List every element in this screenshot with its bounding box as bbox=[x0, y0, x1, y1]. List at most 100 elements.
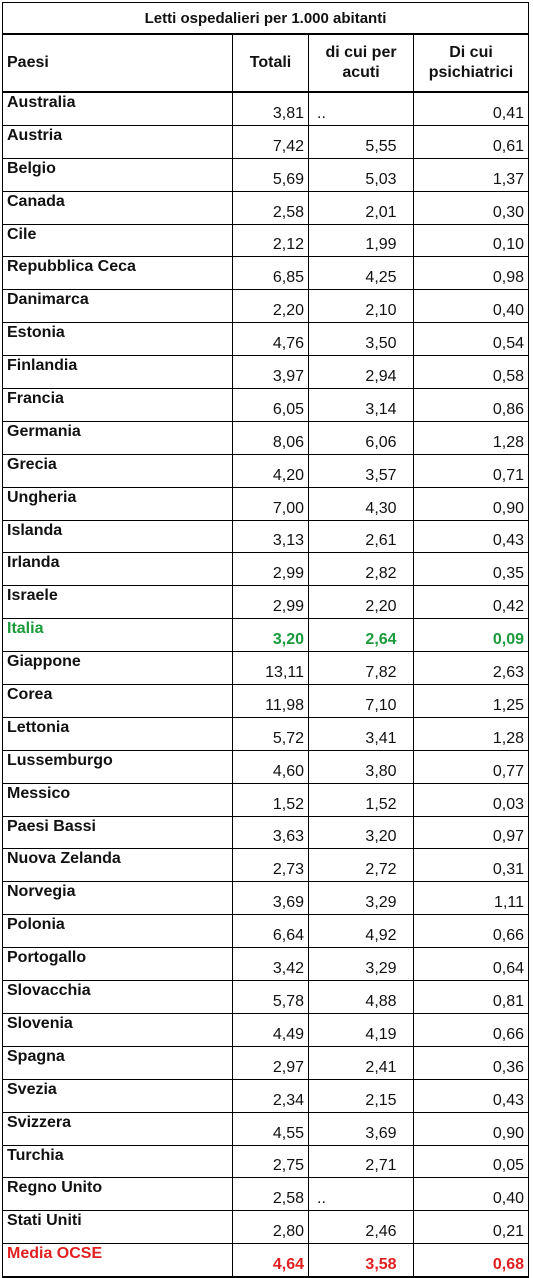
acuti-cell: .. bbox=[308, 1177, 414, 1212]
totali-cell: 5,69 bbox=[232, 157, 309, 192]
table-row: Corea 11,98 7,10 1,25 bbox=[2, 684, 529, 718]
totali-cell: 2,20 bbox=[232, 289, 309, 324]
table-row: Media OCSE 4,64 3,58 0,68 bbox=[2, 1243, 529, 1278]
acuti-cell: 2,01 bbox=[308, 190, 414, 225]
country-cell: Islanda bbox=[2, 519, 233, 554]
table-row: Italia 3,20 2,64 0,09 bbox=[2, 618, 529, 653]
country-cell: Corea bbox=[2, 684, 233, 718]
acuti-cell: 2,15 bbox=[308, 1078, 414, 1113]
totali-cell: 2,58 bbox=[232, 190, 309, 225]
country-cell: Ungheria bbox=[2, 486, 233, 521]
psichiatrici-cell: 0,90 bbox=[413, 1111, 529, 1146]
totali-cell: 11,98 bbox=[232, 684, 309, 718]
table-row: Cile 2,12 1,99 0,10 bbox=[2, 223, 529, 258]
table-row: Portogallo 3,42 3,29 0,64 bbox=[2, 947, 529, 982]
country-cell: Finlandia bbox=[2, 355, 233, 390]
country-cell: Francia bbox=[2, 388, 233, 422]
country-cell: Portogallo bbox=[2, 947, 233, 982]
acuti-cell: 5,03 bbox=[308, 157, 414, 192]
totali-cell: 8,06 bbox=[232, 420, 309, 455]
table-row: Nuova Zelanda 2,73 2,72 0,31 bbox=[2, 848, 529, 883]
totali-cell: 2,73 bbox=[232, 848, 309, 883]
totali-cell: 3,81 bbox=[232, 91, 309, 126]
psichiatrici-cell: 0,68 bbox=[413, 1243, 529, 1278]
totali-cell: 2,99 bbox=[232, 585, 309, 620]
totali-cell: 13,11 bbox=[232, 651, 309, 686]
country-cell: Estonia bbox=[2, 322, 233, 357]
acuti-cell: 2,82 bbox=[308, 552, 414, 587]
acuti-cell: 3,50 bbox=[308, 322, 414, 357]
totali-cell: 4,20 bbox=[232, 453, 309, 488]
country-cell: Belgio bbox=[2, 157, 233, 192]
totali-cell: 7,00 bbox=[232, 486, 309, 521]
totali-cell: 2,80 bbox=[232, 1210, 309, 1245]
totali-cell: 4,55 bbox=[232, 1111, 309, 1146]
psichiatrici-cell: 2,63 bbox=[413, 651, 529, 686]
header-psichiatrici: Di cui psichiatrici bbox=[413, 33, 529, 93]
totali-cell: 3,63 bbox=[232, 815, 309, 850]
table-row: Francia 6,05 3,14 0,86 bbox=[2, 388, 529, 422]
country-cell: Australia bbox=[2, 91, 233, 126]
totali-cell: 4,76 bbox=[232, 322, 309, 357]
totali-cell: 6,05 bbox=[232, 388, 309, 422]
table-row: Stati Uniti 2,80 2,46 0,21 bbox=[2, 1210, 529, 1245]
table-row: Repubblica Ceca 6,85 4,25 0,98 bbox=[2, 256, 529, 291]
country-cell: Austria bbox=[2, 124, 233, 159]
table-row: Islanda 3,13 2,61 0,43 bbox=[2, 519, 529, 554]
psichiatrici-cell: 0,66 bbox=[413, 1012, 529, 1047]
table-row: Finlandia 3,97 2,94 0,58 bbox=[2, 355, 529, 390]
table-row: Irlanda 2,99 2,82 0,35 bbox=[2, 552, 529, 587]
psichiatrici-cell: 0,97 bbox=[413, 815, 529, 850]
country-cell: Grecia bbox=[2, 453, 233, 488]
country-cell: Lettonia bbox=[2, 716, 233, 751]
country-cell: Cile bbox=[2, 223, 233, 258]
acuti-cell: 3,80 bbox=[308, 749, 414, 784]
totali-cell: 3,42 bbox=[232, 947, 309, 982]
header-paesi: Paesi bbox=[2, 33, 233, 93]
psichiatrici-cell: 0,43 bbox=[413, 519, 529, 554]
acuti-cell: 4,88 bbox=[308, 980, 414, 1014]
totali-cell: 3,69 bbox=[232, 881, 309, 916]
country-cell: Nuova Zelanda bbox=[2, 848, 233, 883]
country-cell: Svizzera bbox=[2, 1111, 233, 1146]
table-row: Israele 2,99 2,20 0,42 bbox=[2, 585, 529, 620]
table-row: Svezia 2,34 2,15 0,43 bbox=[2, 1078, 529, 1113]
psichiatrici-cell: 0,21 bbox=[413, 1210, 529, 1245]
acuti-cell: 3,29 bbox=[308, 881, 414, 916]
country-cell: Regno Unito bbox=[2, 1177, 233, 1212]
table-row: Canada 2,58 2,01 0,30 bbox=[2, 190, 529, 225]
table-row: Estonia 4,76 3,50 0,54 bbox=[2, 322, 529, 357]
psichiatrici-cell: 0,58 bbox=[413, 355, 529, 390]
country-cell: Spagna bbox=[2, 1045, 233, 1080]
acuti-cell: 1,99 bbox=[308, 223, 414, 258]
acuti-cell: 3,14 bbox=[308, 388, 414, 422]
psichiatrici-cell: 1,11 bbox=[413, 881, 529, 916]
country-cell: Media OCSE bbox=[2, 1243, 233, 1278]
table-title-row: Letti ospedalieri per 1.000 abitanti bbox=[2, 2, 529, 35]
totali-cell: 4,60 bbox=[232, 749, 309, 784]
psichiatrici-cell: 0,90 bbox=[413, 486, 529, 521]
acuti-cell: 5,55 bbox=[308, 124, 414, 159]
psichiatrici-cell: 0,40 bbox=[413, 1177, 529, 1212]
psichiatrici-cell: 0,66 bbox=[413, 914, 529, 949]
country-cell: Italia bbox=[2, 618, 233, 653]
acuti-cell: 3,58 bbox=[308, 1243, 414, 1278]
psichiatrici-cell: 1,28 bbox=[413, 716, 529, 751]
psichiatrici-cell: 0,41 bbox=[413, 91, 529, 126]
acuti-cell: 2,94 bbox=[308, 355, 414, 390]
psichiatrici-cell: 0,35 bbox=[413, 552, 529, 587]
totali-cell: 2,97 bbox=[232, 1045, 309, 1080]
acuti-cell: 4,92 bbox=[308, 914, 414, 949]
acuti-cell: 7,10 bbox=[308, 684, 414, 718]
table-row: Turchia 2,75 2,71 0,05 bbox=[2, 1144, 529, 1179]
country-cell: Lussemburgo bbox=[2, 749, 233, 784]
totali-cell: 5,72 bbox=[232, 716, 309, 751]
psichiatrici-cell: 0,71 bbox=[413, 453, 529, 488]
totali-cell: 4,49 bbox=[232, 1012, 309, 1047]
psichiatrici-cell: 0,05 bbox=[413, 1144, 529, 1179]
totali-cell: 1,52 bbox=[232, 782, 309, 817]
header-totali: Totali bbox=[232, 33, 309, 93]
acuti-cell: 2,20 bbox=[308, 585, 414, 620]
psichiatrici-cell: 0,86 bbox=[413, 388, 529, 422]
